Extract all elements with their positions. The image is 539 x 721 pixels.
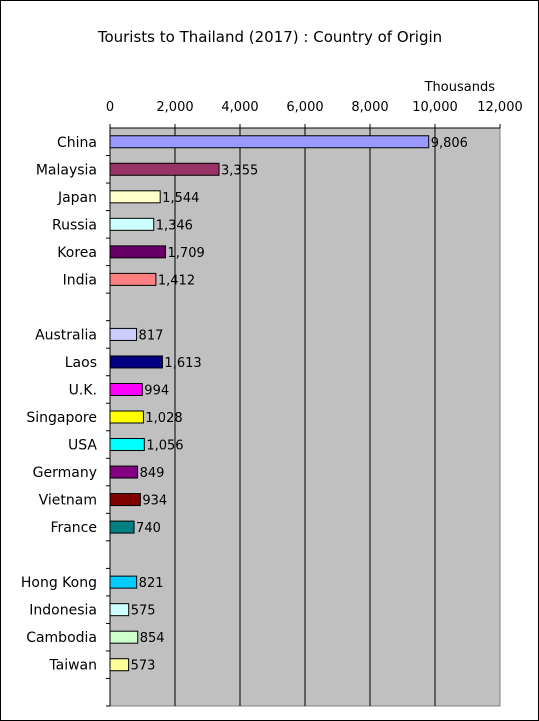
category-label: Indonesia: [29, 603, 97, 619]
data-label: 821: [139, 576, 164, 591]
category-label: Laos: [65, 355, 97, 371]
data-label: 849: [140, 466, 165, 481]
category-label: Australia: [35, 327, 97, 343]
bar: [109, 162, 220, 176]
data-label: 9,806: [431, 136, 468, 151]
data-label: 740: [136, 521, 161, 536]
x-tick-label: 0: [106, 100, 114, 115]
category-label: Vietnam: [39, 493, 97, 509]
category-label: Malaysia: [36, 162, 97, 178]
category-label: Cambodia: [26, 630, 97, 646]
data-label: 1,028: [145, 411, 182, 426]
bar: [109, 245, 167, 259]
bar: [109, 190, 161, 204]
category-label: Japan: [57, 190, 97, 206]
data-label: 1,544: [162, 191, 199, 206]
data-label: 1,412: [158, 273, 195, 288]
bar: [109, 603, 130, 617]
x-tick-label: 6,000: [286, 100, 323, 115]
x-tick-label: 12,000: [477, 100, 523, 115]
bar: [109, 520, 135, 534]
data-label: 1,056: [146, 439, 183, 454]
data-label: 934: [142, 494, 167, 509]
bar: [109, 217, 155, 231]
data-label: 573: [131, 659, 156, 674]
category-label: Russia: [52, 217, 97, 233]
bar: [109, 465, 139, 479]
bar: [109, 355, 163, 369]
category-label: Hong Kong: [21, 575, 97, 591]
data-label: 1,709: [168, 246, 205, 261]
bar: [109, 493, 141, 507]
category-label: Korea: [57, 245, 97, 261]
x-tick-label: 4,000: [221, 100, 258, 115]
bar: [109, 327, 138, 341]
bar: [109, 135, 430, 149]
category-label: Germany: [33, 465, 97, 481]
bar: [109, 575, 138, 589]
data-label: 575: [131, 604, 156, 619]
bar: [109, 382, 143, 396]
plot-area: 0 2,000 4,000 6,000 8,000 10,000 12,000 China 9,…: [21, 100, 523, 707]
data-label: 854: [140, 631, 165, 646]
data-label: 1,346: [156, 218, 193, 233]
category-label: China: [57, 135, 97, 151]
bar: [109, 630, 139, 644]
data-label: 994: [144, 383, 169, 398]
axis-unit-label: Thousands: [424, 80, 496, 95]
category-label: U.K.: [69, 382, 97, 398]
data-label: 817: [139, 328, 164, 343]
chart-title: Tourists to Thailand (2017) : Country of…: [97, 28, 442, 46]
x-tick-label: 8,000: [351, 100, 388, 115]
x-tick-label: 10,000: [412, 100, 458, 115]
bar: [109, 272, 157, 286]
data-label: 1,613: [164, 356, 201, 371]
bar: [109, 658, 130, 672]
category-label: India: [63, 272, 97, 288]
category-label: Taiwan: [48, 658, 97, 674]
category-label: USA: [68, 438, 97, 454]
category-label: Singapore: [26, 410, 97, 426]
category-label: France: [50, 520, 97, 536]
x-tick-label: 2,000: [156, 100, 193, 115]
bar: [109, 438, 145, 452]
data-label: 3,355: [221, 163, 258, 178]
bar: [109, 410, 144, 424]
